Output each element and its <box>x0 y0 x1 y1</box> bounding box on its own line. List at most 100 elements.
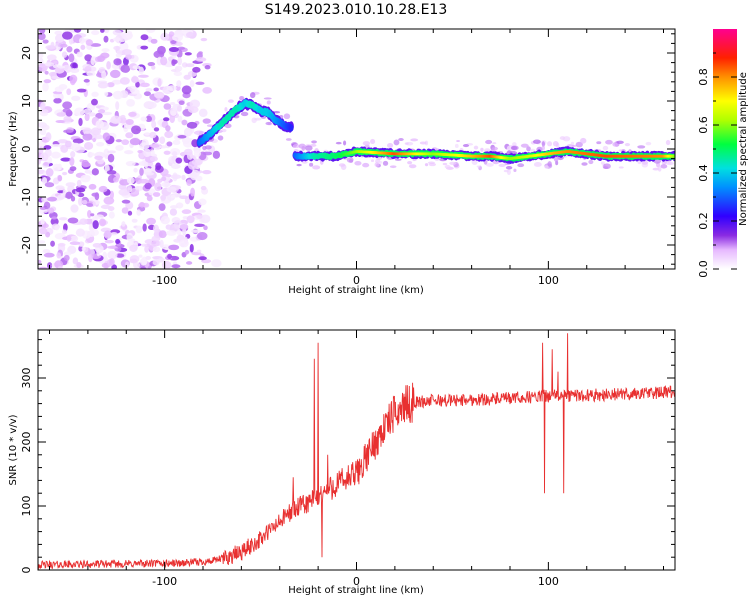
faint-speck <box>354 160 362 166</box>
noise-speck <box>66 46 73 53</box>
noise-speck <box>70 151 76 158</box>
noise-speck <box>198 51 203 55</box>
noise-speck <box>38 158 41 165</box>
snr-ytick-label: 100 <box>20 496 33 517</box>
faint-speck <box>424 163 429 167</box>
noise-speck <box>140 45 149 50</box>
noise-speck <box>94 214 105 219</box>
noise-speck <box>98 185 108 193</box>
noise-speck <box>115 144 124 151</box>
spectrogram-ytick-label: -10 <box>20 188 33 206</box>
faint-speck <box>533 162 542 167</box>
noise-speck <box>158 203 166 211</box>
colorbar-tick-label: 0.8 <box>697 68 710 86</box>
noise-speck <box>78 117 83 127</box>
noise-speck <box>39 29 46 34</box>
faint-speck <box>449 161 457 165</box>
noise-speck <box>189 79 195 88</box>
noise-speck <box>57 242 66 247</box>
noise-speck <box>161 176 167 181</box>
noise-speck <box>160 56 168 66</box>
noise-speck <box>137 178 149 184</box>
noise-speck <box>73 29 82 33</box>
noise-speck <box>145 255 152 260</box>
noise-speck <box>62 31 73 40</box>
noise-speck <box>42 39 49 44</box>
faint-speck <box>285 138 292 141</box>
snr-panel: -100 0 100 0 100 200 300 Height of straight li… <box>8 329 676 596</box>
noise-speck <box>177 57 183 66</box>
noise-speck <box>42 249 51 254</box>
noise-speck <box>91 91 99 97</box>
noise-speck <box>196 214 203 220</box>
figure-title: S149.2023.010.10.28.E13 <box>265 2 448 18</box>
noise-speck <box>189 99 201 109</box>
noise-speck <box>119 116 127 124</box>
faint-speck <box>588 159 594 165</box>
noise-speck <box>171 59 176 66</box>
noise-speck <box>121 139 130 146</box>
faint-speck <box>602 145 609 151</box>
noise-speck <box>101 70 107 79</box>
faint-speck <box>553 156 559 162</box>
noise-speck <box>57 194 66 200</box>
noise-speck <box>166 230 177 236</box>
noise-speck <box>99 218 107 227</box>
faint-speck <box>547 161 552 167</box>
noise-speck <box>151 65 156 70</box>
faint-speck <box>408 164 417 169</box>
faint-speck <box>343 140 347 146</box>
noise-speck <box>196 175 203 182</box>
noise-speck <box>95 112 103 119</box>
noise-speck <box>38 146 44 155</box>
noise-speck <box>65 191 73 199</box>
noise-speck <box>57 175 63 182</box>
faint-speck <box>570 141 575 145</box>
noise-speck <box>38 240 46 244</box>
noise-speck <box>153 91 165 99</box>
noise-speck <box>143 91 151 97</box>
faint-speck <box>596 141 602 145</box>
noise-speck <box>97 82 109 89</box>
noise-speck <box>129 244 138 252</box>
noise-speck <box>84 54 93 62</box>
noise-speck <box>160 194 166 201</box>
noise-speck <box>204 65 211 70</box>
noise-speck <box>181 119 188 126</box>
noise-speck <box>110 232 118 236</box>
noise-speck <box>103 35 109 43</box>
noise-speck <box>121 199 131 204</box>
snr-ylabel: SNR (10 * v/v) <box>8 414 19 485</box>
noise-speck <box>69 74 78 84</box>
faint-speck <box>454 143 459 148</box>
faint-speck <box>444 164 451 169</box>
noise-speck <box>198 108 208 118</box>
noise-speck <box>90 127 102 136</box>
noise-speck <box>97 158 105 165</box>
faint-speck <box>476 165 481 168</box>
faint-speck <box>517 163 525 168</box>
noise-speck <box>151 120 157 129</box>
noise-speck <box>183 148 193 156</box>
noise-speck <box>119 42 129 52</box>
noise-speck <box>66 88 72 96</box>
noise-speck <box>171 264 181 269</box>
faint-speck <box>526 146 531 152</box>
noise-speck <box>155 162 162 171</box>
snr-ytick-label: 200 <box>20 432 33 453</box>
snr-ytick-label: 0 <box>20 567 33 574</box>
noise-speck <box>40 152 49 162</box>
noise-speck <box>169 205 179 209</box>
noise-speck <box>112 37 121 42</box>
noise-speck <box>70 235 79 242</box>
faint-speck <box>532 139 541 144</box>
faint-speck <box>575 141 583 148</box>
colorbar-gradient <box>713 29 737 269</box>
noise-speck <box>45 45 57 50</box>
faint-speck <box>217 135 224 141</box>
noise-speck <box>144 182 152 190</box>
noise-speck <box>76 261 82 268</box>
noise-speck <box>44 62 55 67</box>
noise-speck <box>69 241 81 245</box>
